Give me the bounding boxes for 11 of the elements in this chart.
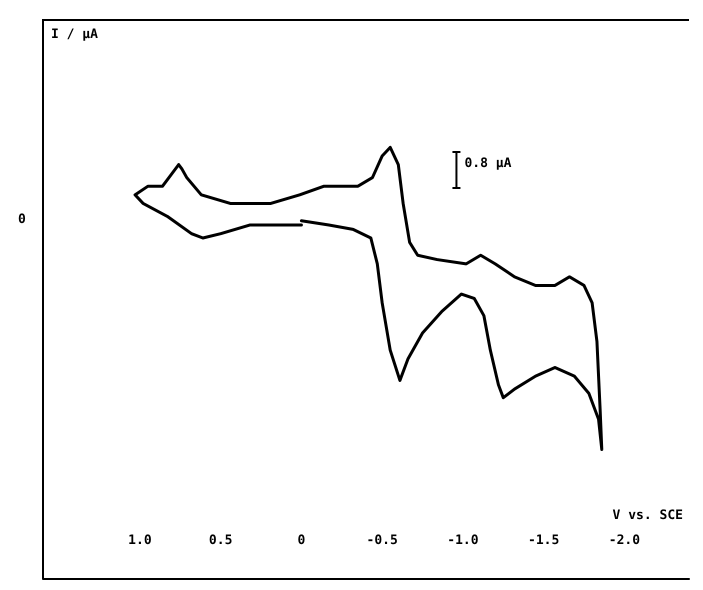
- x-axis-title: V vs. SCE: [612, 508, 684, 523]
- x-tick-label: -1.0: [447, 533, 479, 548]
- x-tick-label: -2.0: [608, 533, 640, 548]
- text: I / μA: [51, 27, 98, 42]
- text: 0: [18, 212, 26, 228]
- x-tick-label: -1.5: [528, 533, 560, 548]
- x-tick-label: 0: [297, 533, 306, 548]
- x-tick-label: -0.5: [366, 533, 398, 548]
- x-tick-label: 1.0: [128, 533, 152, 548]
- annotation: 0.8 μA: [464, 156, 512, 171]
- x-tick-label: 0.5: [208, 533, 232, 548]
